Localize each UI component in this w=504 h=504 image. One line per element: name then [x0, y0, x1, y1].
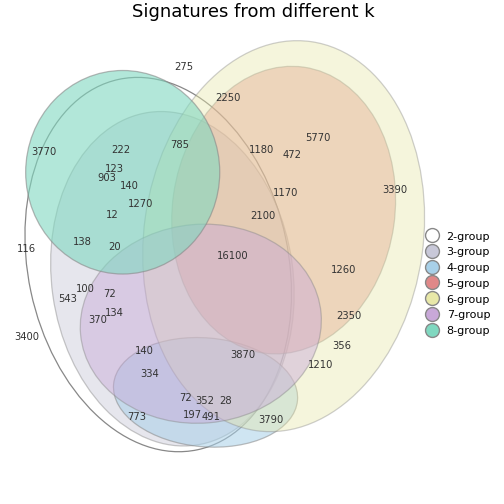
Text: 116: 116	[17, 244, 36, 255]
Legend: 2-group, 3-group, 4-group, 5-group, 6-group, 7-group, 8-group: 2-group, 3-group, 4-group, 5-group, 6-gr…	[423, 227, 493, 340]
Text: 140: 140	[135, 346, 153, 356]
Text: 543: 543	[58, 294, 77, 303]
Text: 1170: 1170	[272, 187, 298, 198]
Text: 16100: 16100	[217, 251, 249, 261]
Text: 28: 28	[219, 396, 232, 406]
Text: 100: 100	[76, 284, 94, 294]
Text: 3790: 3790	[258, 415, 283, 425]
Ellipse shape	[172, 67, 396, 354]
Text: 3770: 3770	[31, 147, 56, 157]
Text: 3390: 3390	[383, 185, 407, 195]
Text: 5770: 5770	[305, 133, 331, 143]
Text: 72: 72	[179, 393, 192, 403]
Text: 134: 134	[105, 308, 124, 318]
Text: 197: 197	[183, 410, 202, 420]
Text: 2350: 2350	[336, 310, 361, 321]
Text: 2100: 2100	[250, 211, 276, 221]
Text: 903: 903	[98, 173, 116, 183]
Text: 1270: 1270	[128, 199, 153, 209]
Ellipse shape	[80, 224, 322, 423]
Text: 72: 72	[103, 289, 116, 299]
Text: 1210: 1210	[307, 360, 333, 370]
Ellipse shape	[26, 71, 220, 274]
Text: 785: 785	[170, 140, 189, 150]
Text: 352: 352	[195, 396, 214, 406]
Title: Signatures from different k: Signatures from different k	[132, 3, 374, 21]
Text: 138: 138	[73, 237, 92, 247]
Text: 356: 356	[332, 341, 351, 351]
Ellipse shape	[50, 111, 294, 446]
Text: 3870: 3870	[230, 350, 255, 360]
Text: 491: 491	[202, 412, 221, 422]
Text: 1260: 1260	[331, 265, 356, 275]
Ellipse shape	[113, 338, 298, 447]
Text: 370: 370	[88, 316, 107, 326]
Ellipse shape	[143, 41, 424, 431]
Text: 1180: 1180	[249, 145, 274, 155]
Text: 123: 123	[105, 164, 124, 174]
Text: 12: 12	[105, 210, 118, 220]
Text: 2250: 2250	[216, 93, 241, 103]
Text: 140: 140	[119, 181, 138, 192]
Text: 20: 20	[108, 241, 121, 251]
Text: 3400: 3400	[14, 332, 39, 342]
Text: 334: 334	[140, 369, 159, 380]
Text: 222: 222	[111, 145, 130, 155]
Text: 773: 773	[128, 412, 146, 422]
Text: 472: 472	[282, 150, 301, 160]
Text: 275: 275	[175, 61, 194, 72]
